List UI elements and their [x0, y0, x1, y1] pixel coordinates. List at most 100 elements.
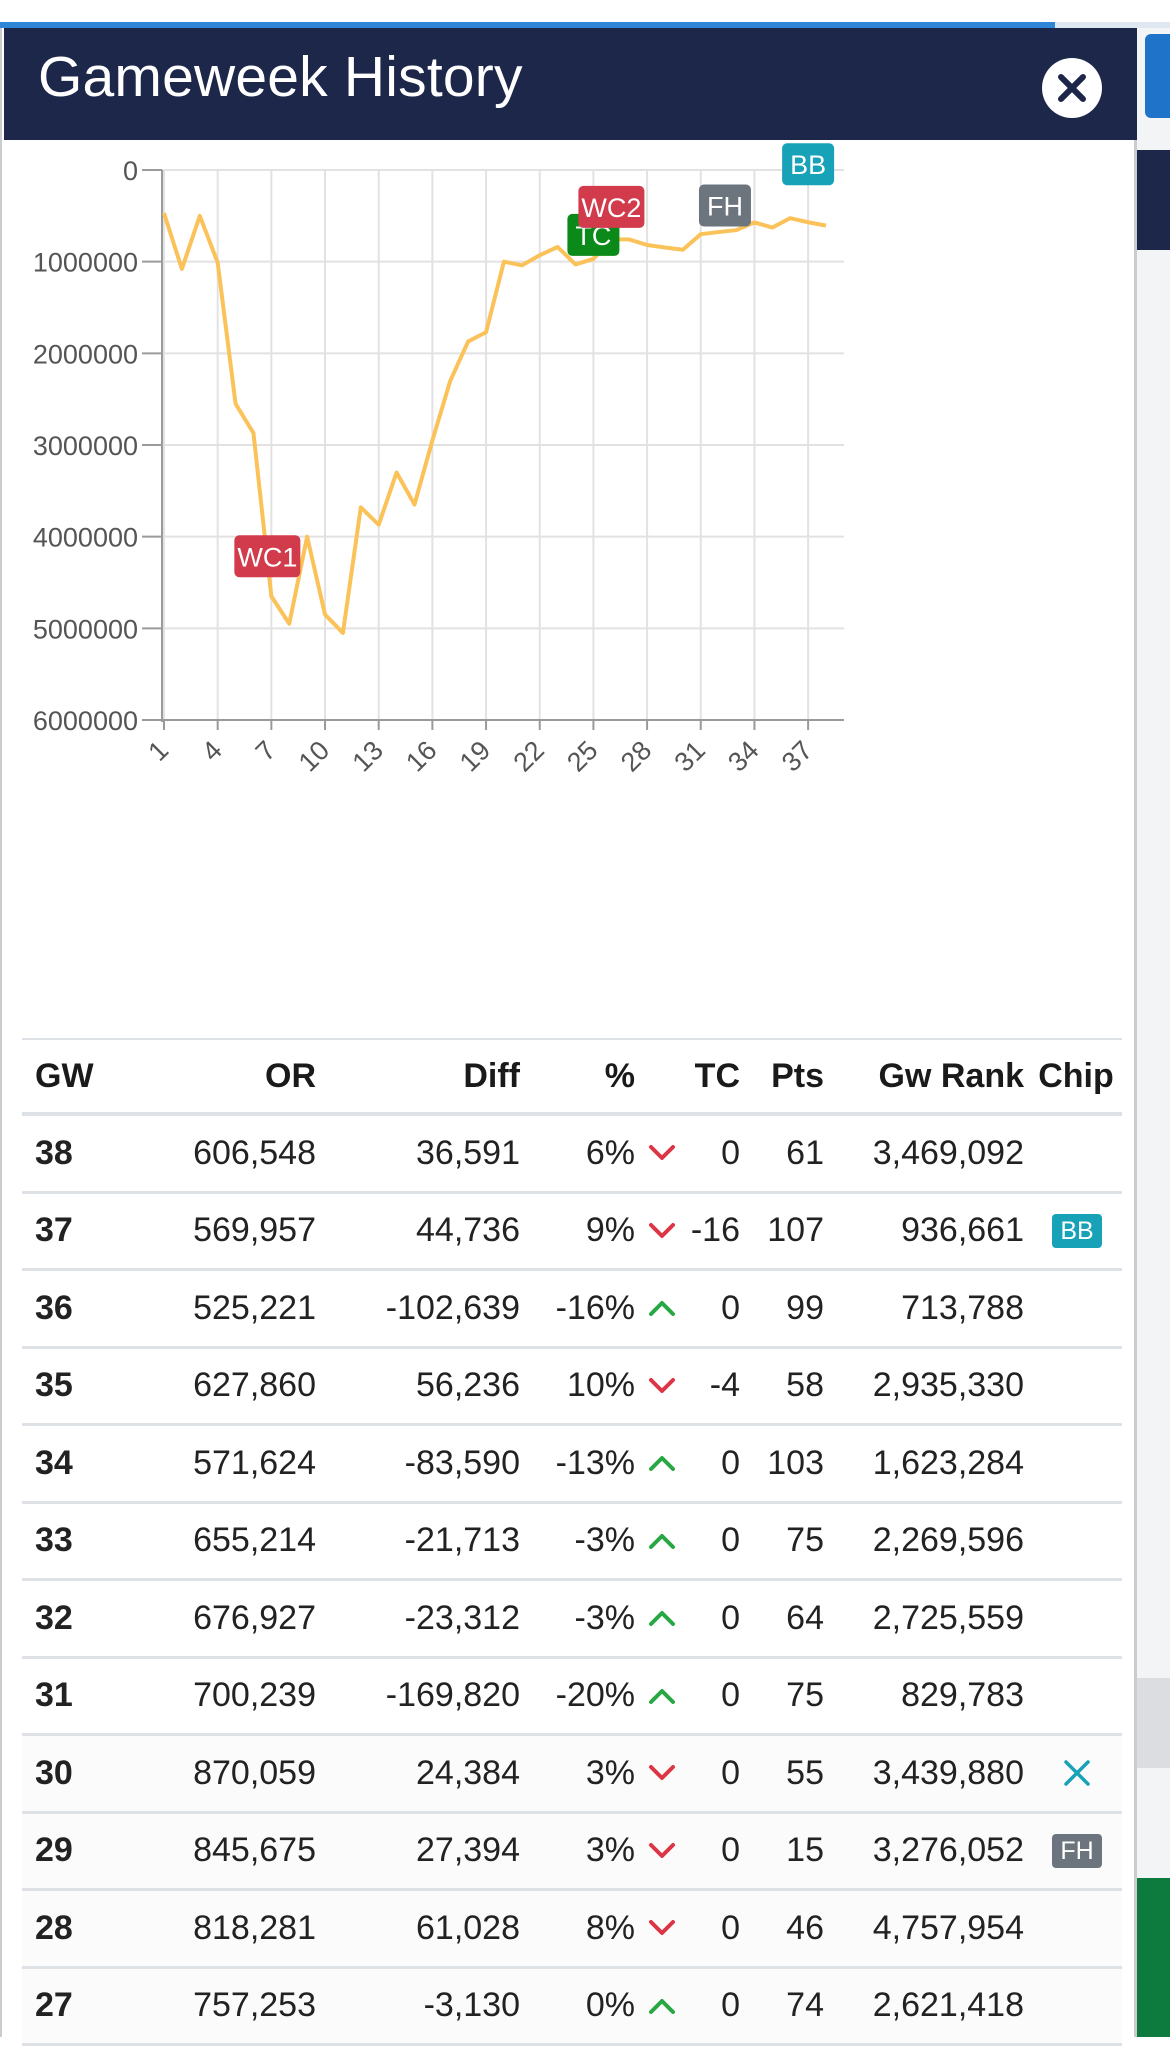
gw-rank-cell: 3,469,092 [827, 1116, 1024, 1191]
pts-cell: 75 [742, 1659, 824, 1734]
or-cell: 757,253 [122, 1969, 316, 2044]
diff-cell: 27,394 [322, 1814, 520, 1889]
close-button[interactable] [1042, 58, 1102, 118]
tc-cell: -4 [674, 1349, 740, 1424]
header-tc[interactable]: TC [654, 1040, 740, 1112]
header-chip[interactable]: Chip [1026, 1040, 1126, 1112]
diff-cell: -23,312 [322, 1581, 520, 1656]
gw-cell: 36 [35, 1271, 115, 1346]
background-panel [1137, 150, 1170, 250]
header-pts[interactable]: Pts [742, 1040, 824, 1112]
x-tick-label: 28 [615, 735, 657, 777]
tc-cell: 0 [674, 1969, 740, 2044]
tc-cell: 0 [674, 1426, 740, 1501]
y-tick-label: 5000000 [33, 614, 138, 644]
chip-cell [1032, 1891, 1122, 1966]
y-tick-label: 6000000 [33, 706, 138, 736]
tc-cell: 0 [674, 1814, 740, 1889]
or-cell: 627,860 [122, 1349, 316, 1424]
background-block [1137, 1678, 1170, 1768]
x-tick-label: 4 [196, 735, 228, 767]
diff-cell: -21,713 [322, 1504, 520, 1579]
rank-up-arrow-icon [642, 1659, 682, 1734]
pts-cell: 46 [742, 1891, 824, 1966]
x-tick-label: 31 [669, 735, 711, 777]
pts-cell: 103 [742, 1426, 824, 1501]
chip-marker-label: BB [790, 150, 826, 180]
x-tick-label: 13 [346, 735, 388, 777]
pts-cell: 55 [742, 1736, 824, 1811]
or-cell: 700,239 [122, 1659, 316, 1734]
pts-cell: 64 [742, 1581, 824, 1656]
or-cell: 676,927 [122, 1581, 316, 1656]
rank-up-arrow-icon [642, 1426, 682, 1501]
gw-rank-cell: 4,757,954 [827, 1891, 1024, 1966]
or-cell: 655,214 [122, 1504, 316, 1579]
header-pct[interactable]: % [522, 1040, 635, 1112]
tc-cell: 0 [674, 1736, 740, 1811]
rank-up-arrow-icon [642, 1271, 682, 1346]
pct-cell: 8% [522, 1891, 635, 1966]
chip-cell [1032, 1581, 1122, 1656]
header-gw[interactable]: GW [35, 1040, 115, 1112]
pts-cell: 61 [742, 1116, 824, 1191]
tc-cell: 0 [674, 1581, 740, 1656]
pct-cell: -3% [522, 1581, 635, 1656]
tc-cell: 0 [674, 1659, 740, 1734]
rank-up-arrow-icon [642, 1504, 682, 1579]
rank-down-arrow-icon [642, 1814, 682, 1889]
gw-cell: 35 [35, 1349, 115, 1424]
chip-cell [1032, 1426, 1122, 1501]
pct-cell: 10% [522, 1349, 635, 1424]
pts-cell: 99 [742, 1271, 824, 1346]
or-cell: 845,675 [122, 1814, 316, 1889]
x-tick-label: 10 [293, 735, 335, 777]
or-cell: 606,548 [122, 1116, 316, 1191]
gw-cell: 37 [35, 1194, 115, 1269]
gw-cell: 38 [35, 1116, 115, 1191]
header-gw-rank[interactable]: Gw Rank [827, 1040, 1024, 1112]
close-icon [1042, 58, 1102, 118]
gw-rank-cell: 829,783 [827, 1659, 1024, 1734]
background-page-strip [1137, 28, 1170, 2037]
tc-cell: 0 [674, 1504, 740, 1579]
chip-marker-label: FH [707, 192, 743, 222]
gw-rank-cell: 713,788 [827, 1271, 1024, 1346]
tc-cell: 0 [674, 1116, 740, 1191]
diff-cell: 61,028 [322, 1891, 520, 1966]
pts-cell: 107 [742, 1194, 824, 1269]
or-cell: 569,957 [122, 1194, 316, 1269]
header-or[interactable]: OR [122, 1040, 316, 1112]
modal-title: Gameweek History [38, 42, 523, 112]
x-tick-label: 1 [142, 735, 174, 767]
header-diff[interactable]: Diff [322, 1040, 520, 1112]
pct-cell: 0% [522, 1969, 635, 2044]
rank-down-arrow-icon [642, 1194, 682, 1269]
pts-cell: 75 [742, 1504, 824, 1579]
chip-badge: BB [1052, 1214, 1101, 1248]
gw-rank-cell: 3,276,052 [827, 1814, 1024, 1889]
tc-cell: 0 [674, 1891, 740, 1966]
pts-cell: 15 [742, 1814, 824, 1889]
or-cell: 525,221 [122, 1271, 316, 1346]
tc-cell: -16 [674, 1194, 740, 1269]
pct-cell: -13% [522, 1426, 635, 1501]
pct-cell: -16% [522, 1271, 635, 1346]
gw-cell: 29 [35, 1814, 115, 1889]
or-cell: 870,059 [122, 1736, 316, 1811]
gw-rank-cell: 2,935,330 [827, 1349, 1024, 1424]
gw-cell: 33 [35, 1504, 115, 1579]
